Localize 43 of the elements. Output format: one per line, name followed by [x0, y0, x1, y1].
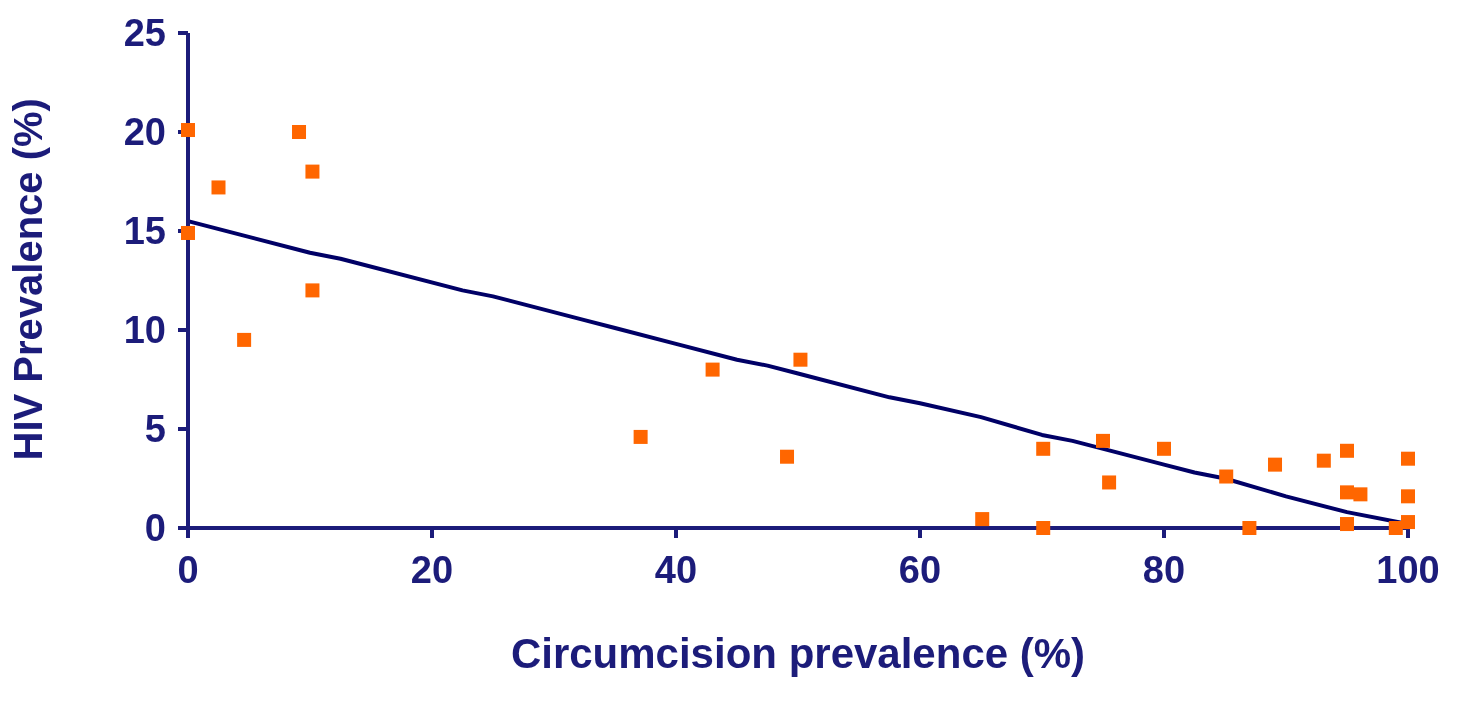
point: [305, 164, 320, 179]
point: [1036, 521, 1051, 535]
point: [1388, 521, 1403, 535]
point: [237, 332, 252, 347]
y-tick-label: 10: [123, 309, 166, 352]
point: [1353, 487, 1368, 502]
y-axis-title: HIV Prevalence (%): [6, 98, 51, 461]
point: [1268, 457, 1283, 472]
point: [705, 362, 720, 377]
y-tick-label: 0: [144, 507, 166, 550]
point: [1316, 453, 1331, 468]
x-tick-label: 100: [1376, 548, 1440, 591]
point: [1036, 441, 1051, 456]
point: [211, 180, 226, 195]
point: [1340, 517, 1354, 532]
point: [1340, 485, 1354, 500]
x-tick-label: 20: [410, 548, 454, 591]
y-tick-label: 20: [123, 111, 166, 154]
y-tick-label: 25: [123, 12, 166, 55]
x-tick-label: 40: [654, 548, 698, 591]
x-tick-label: 60: [898, 548, 942, 591]
point: [1340, 443, 1354, 458]
point: [1096, 433, 1110, 448]
x-tick-label: 80: [1142, 548, 1186, 591]
point: [1242, 521, 1257, 535]
x-tick-label: 0: [177, 548, 199, 591]
point: [1102, 475, 1117, 490]
point: [793, 352, 808, 367]
point: [181, 123, 195, 138]
point: [1401, 451, 1415, 466]
y-tick-label: 5: [144, 408, 166, 451]
x-axis-title: Circumcision prevalence (%): [510, 630, 1086, 677]
point: [1401, 515, 1415, 530]
point: [1157, 441, 1171, 456]
point: [292, 125, 307, 139]
point: [633, 429, 648, 444]
point: [1219, 469, 1234, 484]
point: [181, 225, 195, 240]
y-tick-label: 15: [123, 210, 166, 253]
point: [1401, 489, 1415, 504]
point: [975, 512, 990, 527]
point: [305, 283, 320, 298]
point: [780, 449, 795, 464]
